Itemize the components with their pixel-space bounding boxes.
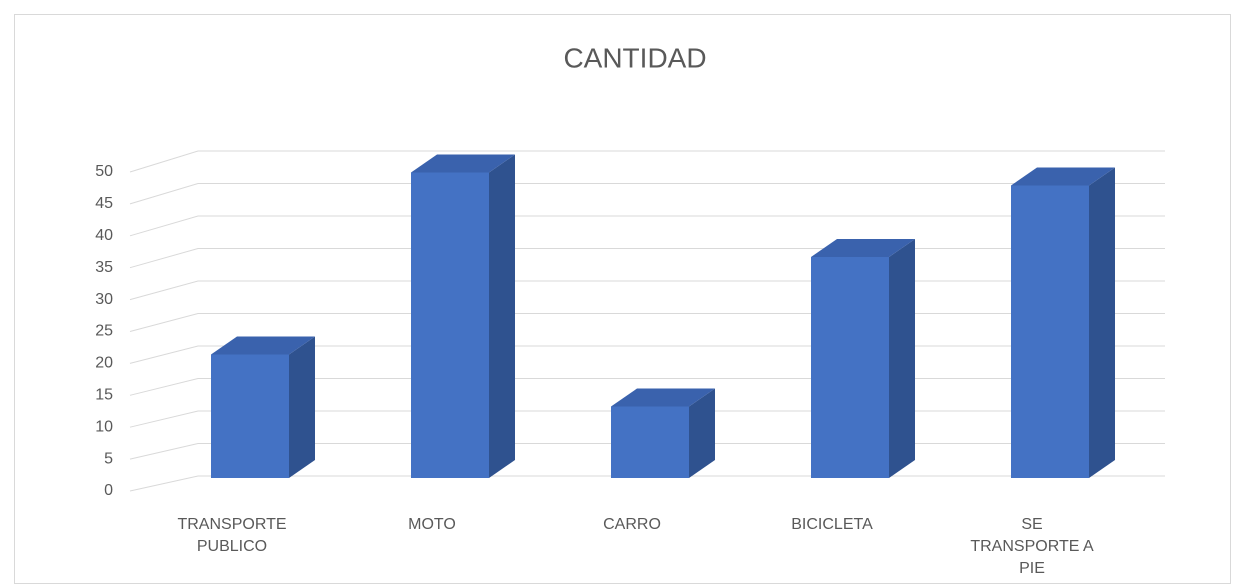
bar (611, 406, 689, 478)
grid-line (129, 313, 1165, 332)
y-tick-label: 50 (95, 163, 113, 180)
y-tick-label: 20 (95, 355, 113, 372)
y-tick-label: 0 (104, 482, 113, 499)
bar-top (811, 239, 915, 257)
chart-title: CANTIDAD (563, 42, 706, 73)
bar (211, 354, 289, 478)
bar-top (411, 154, 515, 173)
bar-side (689, 388, 715, 478)
y-tick-label: 5 (104, 450, 113, 467)
y-tick-label: 45 (95, 195, 113, 212)
bar-side (289, 336, 315, 478)
bar-side (489, 154, 515, 478)
grid-line (129, 475, 1165, 492)
grid-line (129, 215, 1165, 237)
y-tick-label: 25 (95, 323, 113, 340)
y-tick-label: 15 (95, 387, 113, 404)
x-tick-label: BICICLETA (791, 516, 873, 533)
y-tick-label: 40 (95, 227, 113, 244)
grid-line (129, 150, 1165, 173)
bar (811, 257, 889, 478)
bar-top (211, 336, 315, 355)
bar-top (611, 388, 715, 407)
x-tick-label: CARRO (603, 516, 661, 533)
bar-side (889, 239, 915, 478)
grid-line (129, 280, 1165, 301)
grid-line (129, 248, 1165, 269)
x-tick-label: SE TRANSPORTE A PIE (970, 516, 1094, 577)
grid-line (129, 183, 1165, 205)
bar (411, 172, 489, 478)
bar-top (1011, 167, 1115, 186)
bar-side (1089, 167, 1115, 478)
x-tick-label: MOTO (408, 516, 456, 533)
x-tick-label: TRANSPORTE PUBLICO (177, 516, 287, 555)
y-tick-label: 35 (95, 259, 113, 276)
bar (1011, 185, 1089, 478)
y-tick-label: 10 (95, 418, 113, 435)
y-tick-label: 30 (95, 291, 113, 308)
